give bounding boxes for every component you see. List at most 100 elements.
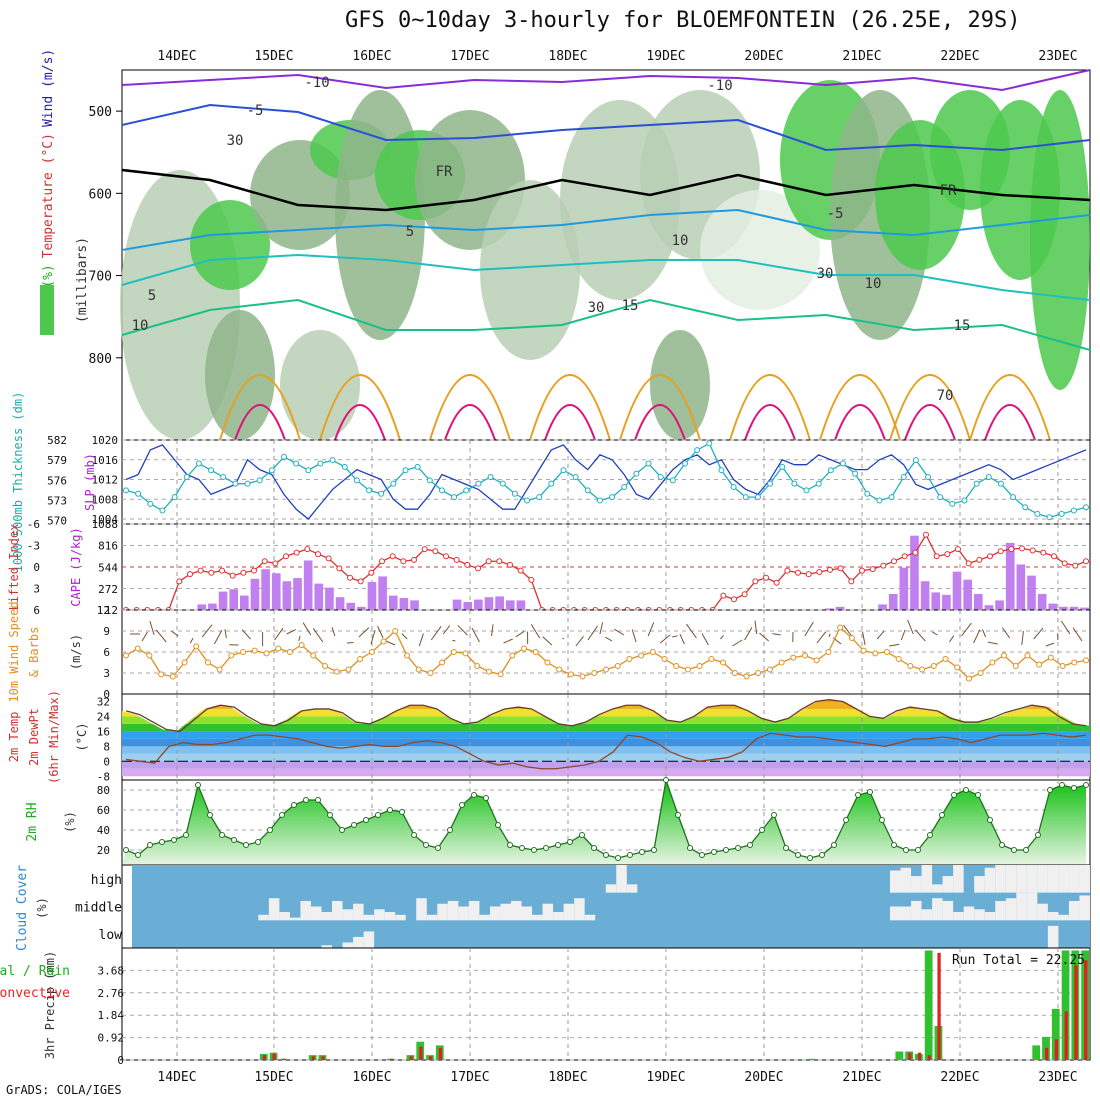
wind-barb — [418, 633, 424, 647]
rh-point — [627, 852, 633, 858]
thickness-point — [195, 460, 202, 467]
cloud-bar — [1037, 903, 1048, 921]
thickness-point — [669, 477, 676, 484]
wind-speed-point — [544, 659, 551, 666]
panel-axis-label: (m/s) — [69, 634, 83, 670]
thickness-point — [912, 457, 919, 464]
wind-speed-point — [837, 624, 844, 631]
date-label-top: 17DEC — [450, 49, 489, 64]
cape-bar — [261, 569, 270, 610]
wind-barb — [286, 629, 296, 635]
temp-band — [122, 761, 1090, 769]
date-label-top: 23DEC — [1038, 49, 1077, 64]
wind-speed-point — [1047, 654, 1054, 661]
cloud-bar — [447, 900, 459, 921]
date-label-top: 21DEC — [842, 49, 881, 64]
lifted-index-point — [912, 549, 919, 556]
wind-speed-point — [989, 659, 996, 666]
lifted-index-point — [1029, 547, 1036, 554]
lifted-index-point — [272, 560, 279, 567]
wind-speed-point — [462, 650, 469, 657]
date-label-top: 14DEC — [157, 49, 196, 64]
cloud-level-label: middle — [75, 901, 122, 916]
lifted-index-point — [763, 574, 769, 581]
lifted-index-point — [229, 572, 236, 579]
cape-bar — [931, 592, 941, 610]
temperature-contour-hot — [834, 404, 886, 441]
slp-tick: 1008 — [92, 493, 119, 506]
temp-band — [122, 731, 1090, 739]
rh-point — [735, 845, 741, 851]
chart-title: GFS 0~10day 3-hourly for BLOEMFONTEIN (2… — [345, 8, 1021, 33]
rh-point — [447, 827, 453, 833]
cloud-bar — [1079, 895, 1090, 921]
slp-tick: 1020 — [92, 434, 119, 447]
thickness-point — [1046, 514, 1053, 521]
wind-speed-point — [158, 671, 165, 678]
cape-bar — [505, 600, 515, 610]
cloud-bar — [995, 900, 1006, 921]
wind-speed-point — [1012, 663, 1019, 669]
lifted-index-point — [1083, 558, 1089, 565]
wind-barb — [720, 635, 724, 640]
contour-label: -5 — [827, 206, 844, 222]
rh-point — [675, 812, 681, 818]
contour-label: 30 — [227, 133, 244, 149]
temp-band — [122, 768, 1090, 777]
precip-convective-bar — [1074, 965, 1078, 1060]
rh-point — [243, 842, 249, 848]
wind-barb — [900, 629, 906, 641]
cape-bar — [1037, 594, 1047, 610]
panel-axis-label: (6hr Min/Max) — [47, 690, 61, 784]
precip-tick: 3.68 — [98, 964, 125, 977]
precip-convective-bar — [1084, 960, 1088, 1060]
thickness-point — [621, 484, 628, 491]
cape-bar — [995, 600, 1004, 610]
temp-band — [122, 746, 1090, 754]
lifted-index-point — [869, 566, 876, 573]
thickness-point — [1022, 504, 1029, 511]
lifted-index-point — [752, 578, 759, 585]
lifted-index-point — [347, 574, 353, 581]
lifted-index-point — [336, 565, 343, 572]
wind-barb — [587, 625, 598, 641]
cloud-bar — [953, 865, 964, 893]
rh-tick: 40 — [97, 824, 110, 837]
wind-speed-point — [591, 670, 598, 676]
lifted-index-point — [741, 591, 748, 598]
wind-barb — [213, 630, 223, 645]
rh-point — [663, 777, 669, 783]
cloud-bar — [584, 914, 596, 921]
temp-tick: 0 — [103, 755, 110, 768]
cape-bar — [825, 608, 834, 610]
temperature-contour-warm — [619, 374, 701, 441]
panel-axis-label: 1000-500mb Thickness (dm) — [11, 392, 25, 573]
precip-convective-bar — [272, 1053, 276, 1060]
contour-label: 15 — [954, 318, 971, 334]
cloud-bar — [342, 909, 354, 921]
thickness-point — [609, 494, 616, 501]
thickness-point — [305, 467, 312, 474]
lifted-index-point — [304, 546, 311, 553]
wind-speed-point — [567, 671, 574, 678]
thickness-point — [135, 490, 142, 497]
temperature-contour-hot — [544, 404, 596, 441]
temperature-line — [125, 698, 1087, 733]
cape-tick: 544 — [98, 561, 118, 574]
thickness-point — [803, 487, 810, 494]
cape-bar — [367, 582, 377, 610]
precip-convective-bar — [321, 1056, 325, 1060]
precip-total-bar — [895, 1051, 904, 1060]
wind-barb — [384, 640, 396, 646]
panel-axis-label: CAPE (J/kg) — [69, 527, 83, 606]
lifted-index-point — [837, 565, 844, 572]
cape-bar — [1080, 607, 1089, 610]
rh-point — [507, 842, 513, 848]
temperature-contour — [121, 103, 1091, 152]
wind-barb — [828, 633, 831, 638]
wind-barb — [605, 636, 613, 642]
wind-tick: 0 — [103, 688, 110, 701]
cloud-bar — [1005, 898, 1017, 921]
thickness-point — [876, 497, 883, 504]
